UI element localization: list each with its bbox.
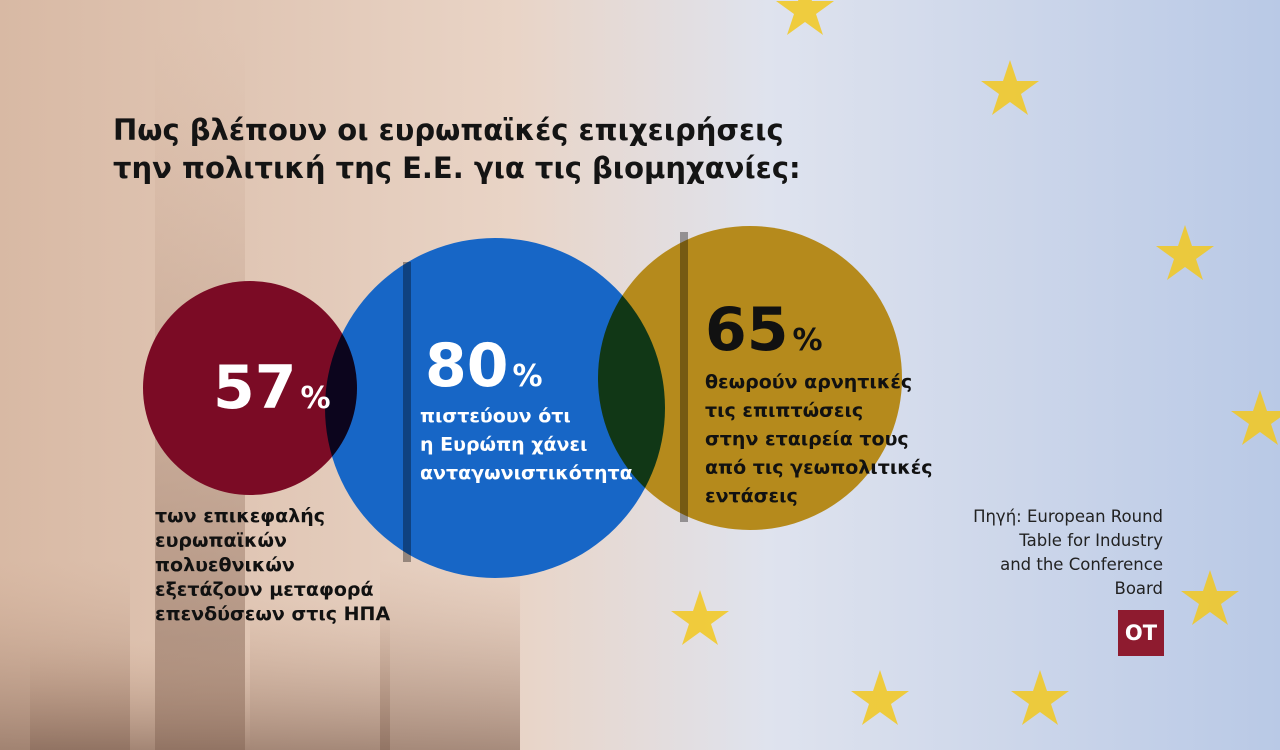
shadow-stripe [680, 232, 688, 522]
logo-text: OT [1125, 621, 1158, 645]
stat-description-line: πιστεύουν ότι [420, 405, 571, 427]
title-line: Πως βλέπουν οι ευρωπαϊκές επιχειρήσεις [113, 113, 784, 147]
stat-description-line: εξετάζουν μεταφορά [155, 579, 374, 601]
shadow-stripe [403, 262, 411, 562]
stat-description-line: ανταγωνιστικότητα [420, 462, 633, 484]
title: Πως βλέπουν οι ευρωπαϊκές επιχειρήσεις τ… [113, 113, 801, 185]
stat-value: 57% [213, 353, 331, 423]
circle-65 [598, 226, 902, 530]
stat-circles [143, 226, 902, 578]
stat-description-line: τις επιπτώσεις [705, 400, 863, 422]
stat-description-line: των επικεφαλής [155, 505, 325, 527]
stat-description-line: θεωρούν αρνητικές [705, 371, 912, 393]
stat-description-line: από τις γεωπολιτικές [705, 457, 933, 479]
unit: % [793, 323, 823, 358]
number: 65 [705, 295, 789, 365]
unit: % [301, 381, 331, 416]
stat-description-line: στην εταιρεία τους [705, 428, 909, 450]
source-line: and the Conference [1000, 555, 1163, 574]
source: Πηγή: European Round Table for Industry an… [973, 507, 1163, 598]
stat-description-line: πολυεθνικών [155, 554, 295, 576]
logo-box [1118, 610, 1164, 656]
number: 80 [425, 331, 509, 401]
source-line: Board [1115, 579, 1164, 598]
stat-description-line: ευρωπαϊκών [155, 530, 287, 552]
title-line: την πολιτική της Ε.Ε. για τις βιομηχανίε… [113, 151, 801, 185]
circle-80 [325, 238, 665, 578]
number: 57 [213, 353, 297, 423]
stat-description-line: εντάσεις [705, 485, 798, 507]
stat-value: 80% [425, 331, 543, 401]
source-line: Πηγή: European Round [973, 507, 1163, 526]
stat-value: 65% [705, 295, 823, 365]
source-line: Table for Industry [1018, 531, 1163, 550]
stat-description-line: επενδύσεων στις ΗΠΑ [155, 603, 390, 625]
unit: % [513, 359, 543, 394]
circle-57 [143, 281, 357, 495]
stat-description-line: η Ευρώπη χάνει [420, 434, 587, 456]
